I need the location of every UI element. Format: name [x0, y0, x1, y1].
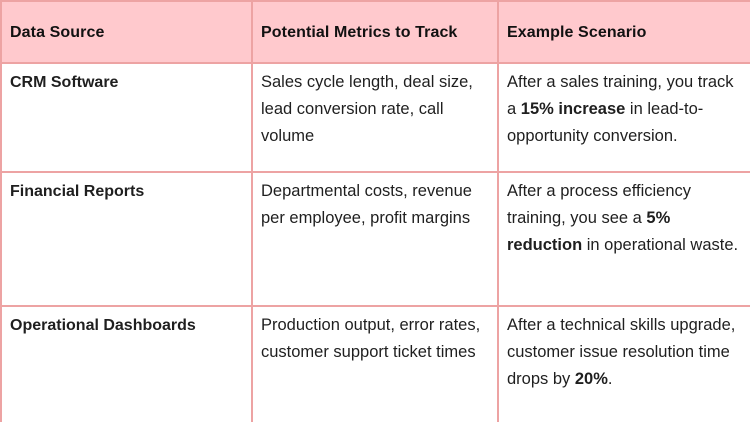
- scenario-text: After a technical skills upgrade, custom…: [507, 316, 736, 388]
- header-example-scenario: Example Scenario: [497, 0, 750, 64]
- data-source-cell: Financial Reports: [0, 171, 253, 307]
- scenario-cell: After a sales training, you track a 15% …: [497, 62, 750, 173]
- scenario-highlight: 15% increase: [520, 100, 626, 118]
- scenario-text: .: [607, 370, 613, 388]
- scenario-text: After a sales training, you track a: [507, 73, 734, 118]
- metrics-cell: Sales cycle length, deal size, lead conv…: [251, 62, 499, 173]
- table-row-operational-dashboards: Operational Dashboards Production output…: [0, 305, 750, 422]
- header-potential-metrics: Potential Metrics to Track: [251, 0, 499, 64]
- table-row-crm-software: CRM Software Sales cycle length, deal si…: [0, 62, 750, 173]
- table-row-financial-reports: Financial Reports Departmental costs, re…: [0, 171, 750, 307]
- metrics-cell: Production output, error rates, customer…: [251, 305, 499, 422]
- scenario-highlight: 20%: [574, 370, 608, 388]
- scenario-cell: After a technical skills upgrade, custom…: [497, 305, 750, 422]
- scenario-highlight: 5% reduction: [507, 209, 671, 254]
- data-source-cell: Operational Dashboards: [0, 305, 253, 422]
- header-row: Data Source Potential Metrics to Track E…: [0, 0, 750, 64]
- header-data-source: Data Source: [0, 0, 253, 64]
- data-source-cell: CRM Software: [0, 62, 253, 173]
- scenario-text: in lead-to-opportunity conversion.: [507, 100, 704, 145]
- metrics-cell: Departmental costs, revenue per employee…: [251, 171, 499, 307]
- scenario-text: After a process efficiency training, you…: [507, 182, 692, 227]
- scenario-text: in operational waste.: [582, 236, 739, 254]
- scenario-cell: After a process efficiency training, you…: [497, 171, 750, 307]
